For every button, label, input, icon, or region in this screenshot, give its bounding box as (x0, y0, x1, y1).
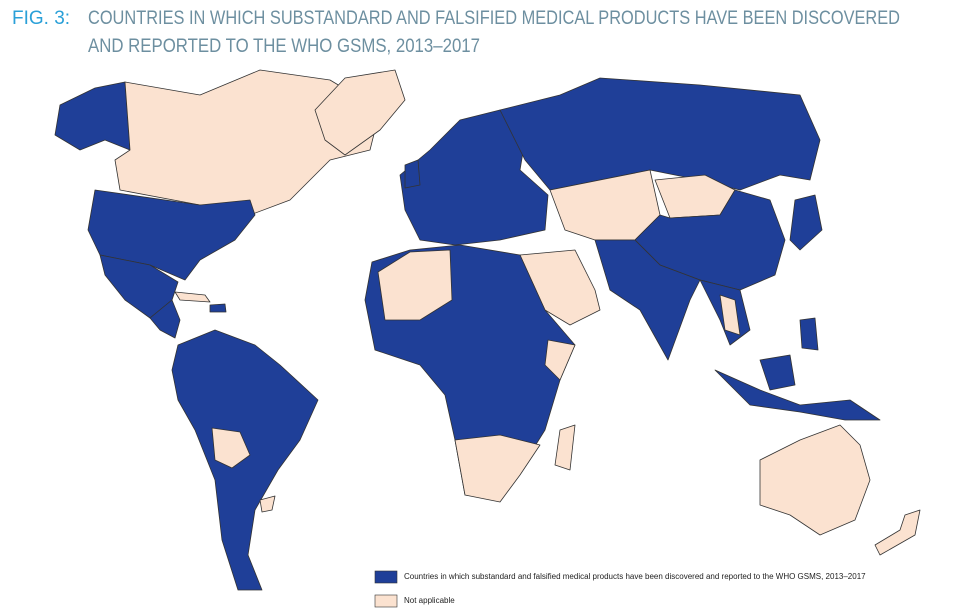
greenland (314, 69, 406, 156)
legend-label: Not applicable (404, 596, 455, 605)
thailand (719, 294, 741, 336)
title-line: COUNTRIES IN WHICH SUBSTANDARD AND FALSI… (88, 8, 900, 29)
europe (399, 109, 549, 246)
southern-africa (454, 434, 541, 503)
north-africa (377, 249, 453, 321)
central-america (149, 299, 181, 339)
philippines (799, 317, 819, 351)
russia (499, 77, 821, 191)
cuba (174, 291, 211, 303)
uk (404, 159, 421, 189)
south-america (171, 329, 319, 591)
uruguay (259, 495, 276, 513)
south-asia (594, 239, 701, 361)
indonesia (714, 369, 881, 421)
new-zealand (874, 509, 921, 556)
legend-swatch (374, 594, 398, 608)
australia (759, 424, 871, 536)
bolivia (211, 427, 251, 469)
legend-label: Countries in which substandard and falsi… (404, 572, 866, 581)
figure-label: FIG. 3: (12, 8, 70, 29)
alaska (54, 81, 131, 151)
usa (87, 189, 256, 281)
canada (114, 69, 381, 216)
legend: Countries in which substandard and falsi… (374, 570, 866, 608)
title-line: AND REPORTED TO THE WHO GSMS, 2013–2017 (88, 36, 480, 57)
borneo (759, 354, 796, 391)
madagascar (554, 424, 576, 471)
world-map (54, 69, 921, 591)
horn-of-africa (544, 339, 576, 381)
hispaniola (209, 303, 227, 313)
legend-swatch (374, 570, 398, 584)
japan (789, 194, 823, 251)
